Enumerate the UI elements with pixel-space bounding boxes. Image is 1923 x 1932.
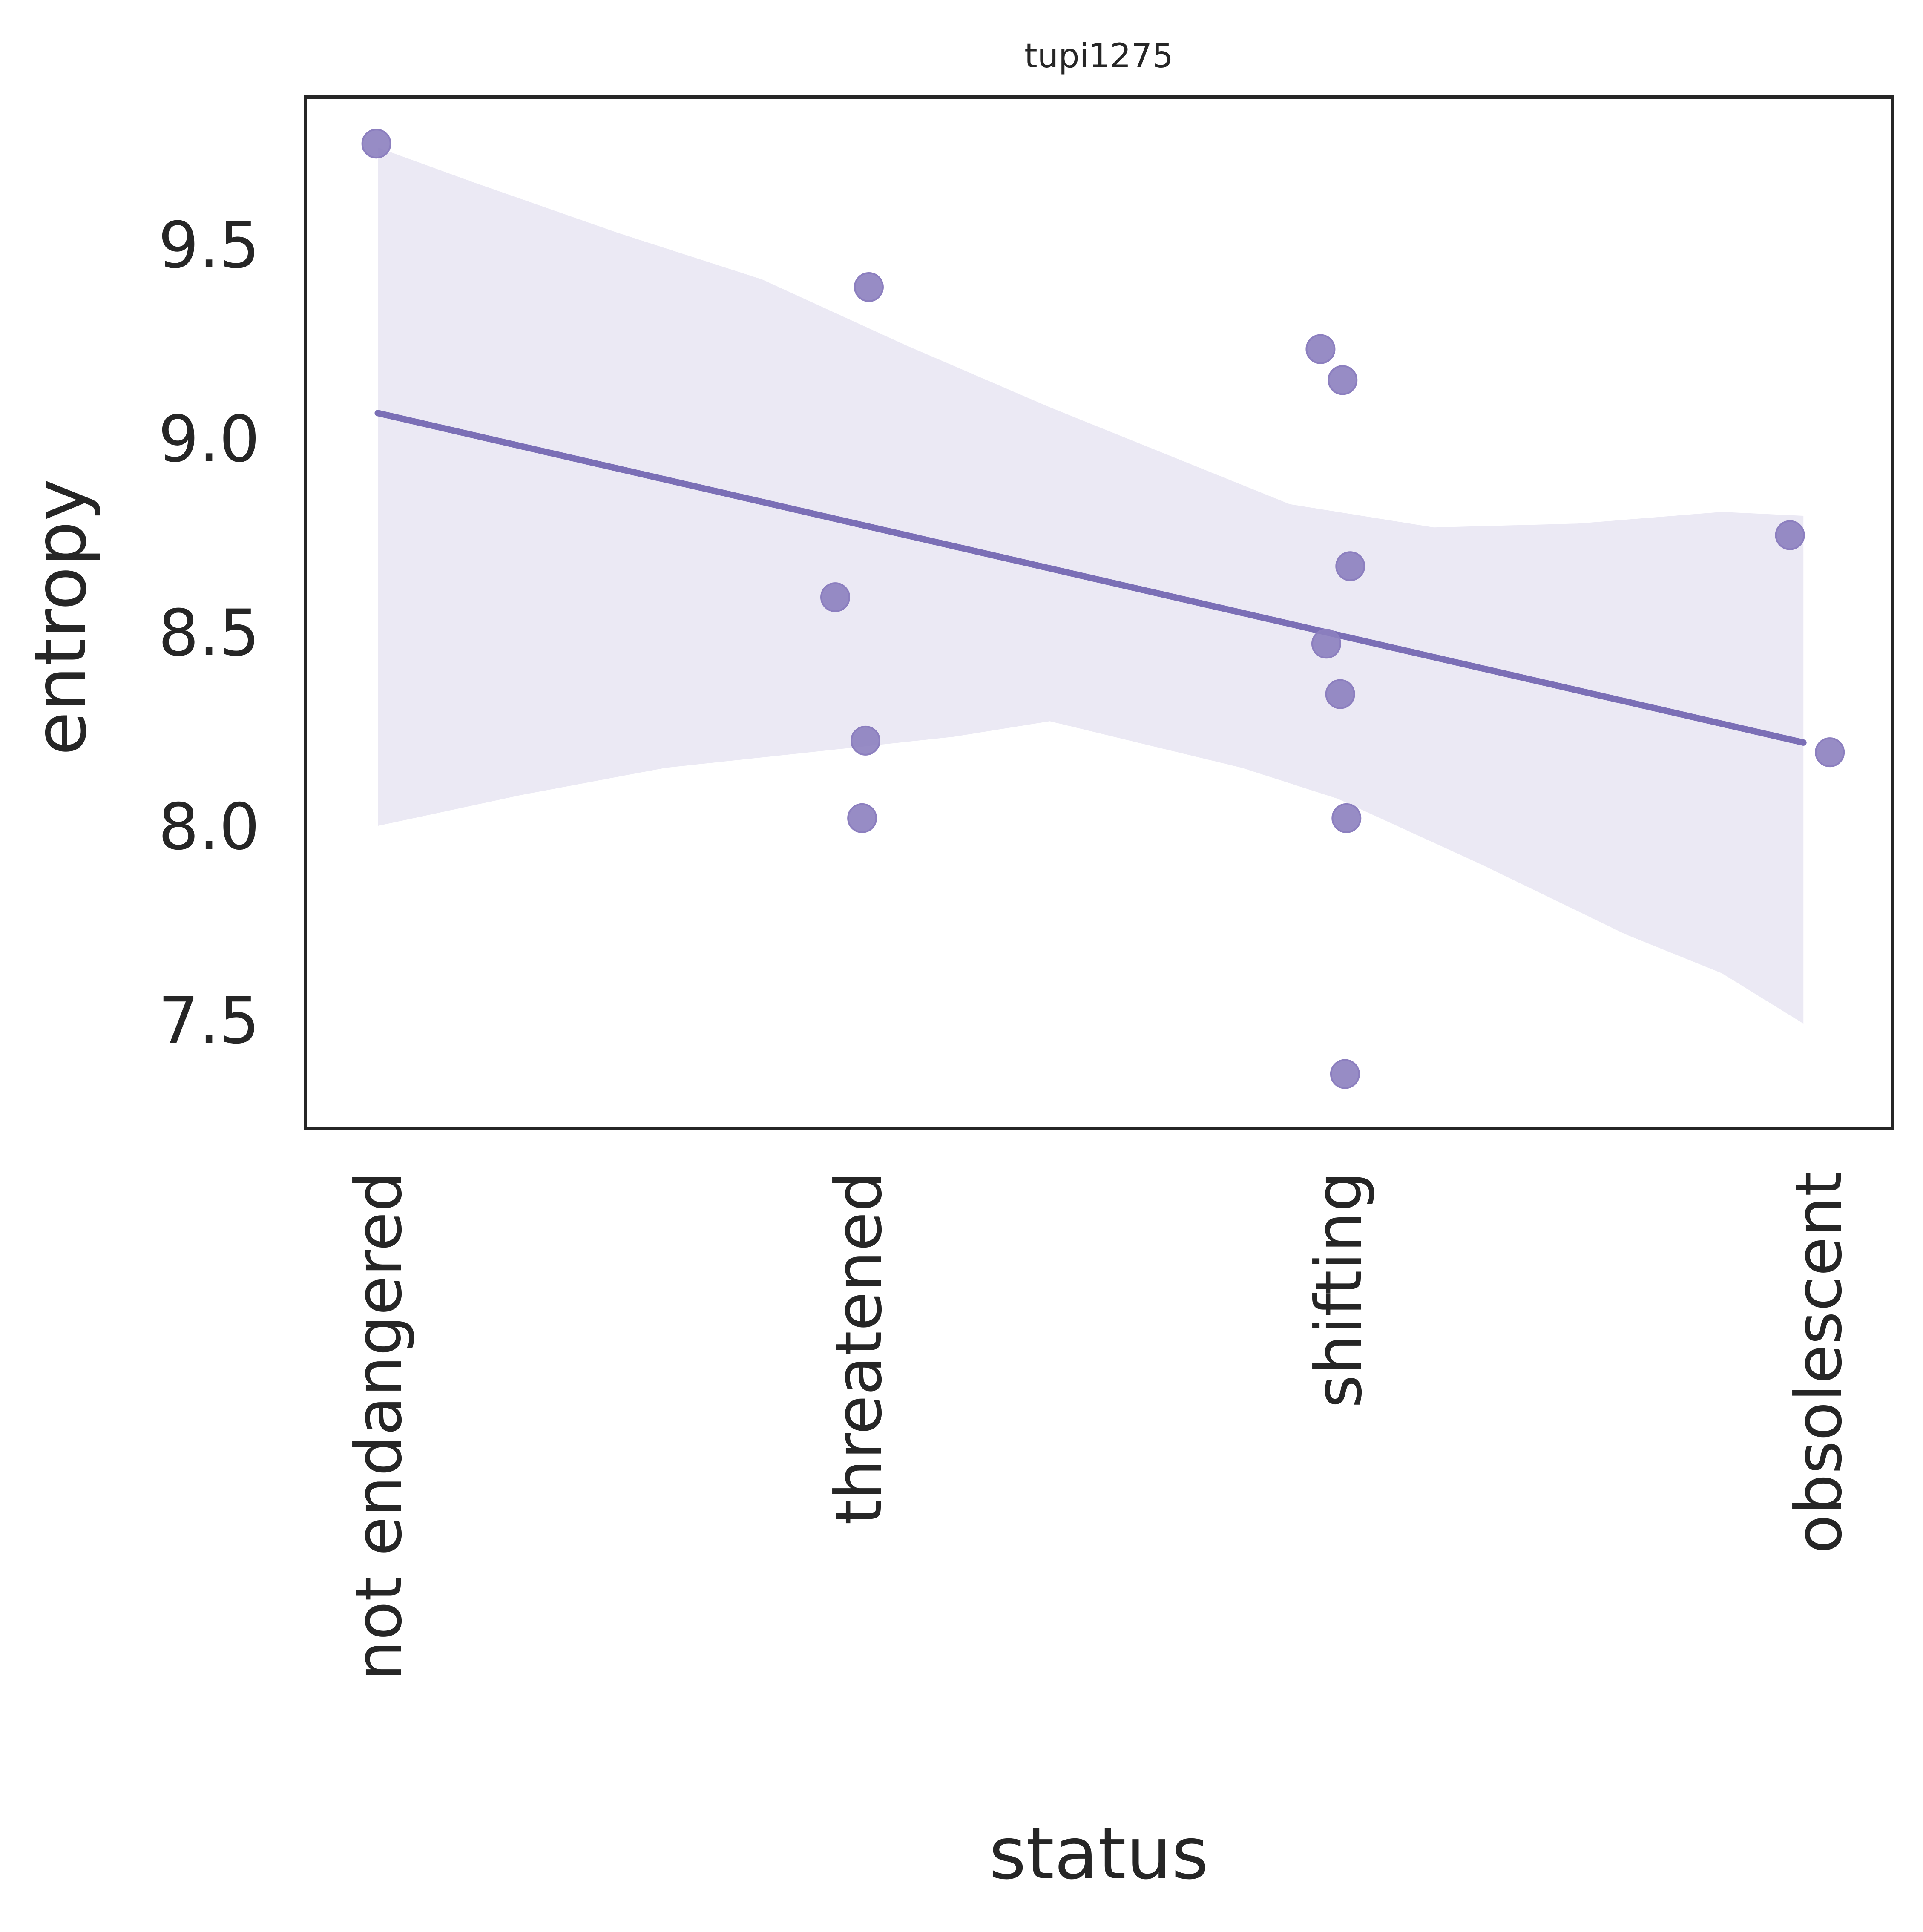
x-axis-label: status (989, 1812, 1209, 1895)
data-point (1328, 365, 1358, 395)
y-tick-label: 9.0 (158, 402, 260, 477)
data-point (847, 803, 877, 833)
data-point (361, 129, 391, 159)
data-point (1311, 629, 1341, 659)
data-point (1325, 679, 1355, 709)
y-tick-label: 7.5 (158, 984, 260, 1058)
data-point (820, 582, 851, 612)
y-axis-ticks: 7.5 8.0 8.5 9.0 9.5 (158, 209, 260, 1058)
plot-area (304, 95, 1894, 1130)
plot-frame (304, 95, 1894, 1130)
data-point (851, 725, 881, 756)
data-point (1330, 1059, 1360, 1089)
y-tick-label: 9.5 (158, 209, 260, 283)
chart-title: tupi1275 (1024, 37, 1173, 75)
data-point (1335, 551, 1365, 581)
x-tick-label: shifting (1302, 1171, 1376, 1408)
x-tick-label: threatened (822, 1171, 896, 1525)
y-axis-label: entropy (19, 479, 102, 756)
x-tick-label: obsolescent (1782, 1171, 1856, 1554)
data-point (1305, 334, 1336, 364)
y-tick-label: 8.5 (158, 596, 260, 670)
data-point (1775, 520, 1805, 550)
data-point (1815, 737, 1845, 768)
x-axis-ticks: not endangered threatened shifting obsolesc… (342, 1171, 1856, 1681)
data-point (1331, 803, 1362, 833)
x-tick-label: not endangered (342, 1171, 416, 1681)
confidence-band (378, 147, 1804, 1024)
y-tick-label: 8.0 (158, 790, 260, 864)
regression-line (374, 410, 1807, 746)
data-point (854, 272, 884, 302)
